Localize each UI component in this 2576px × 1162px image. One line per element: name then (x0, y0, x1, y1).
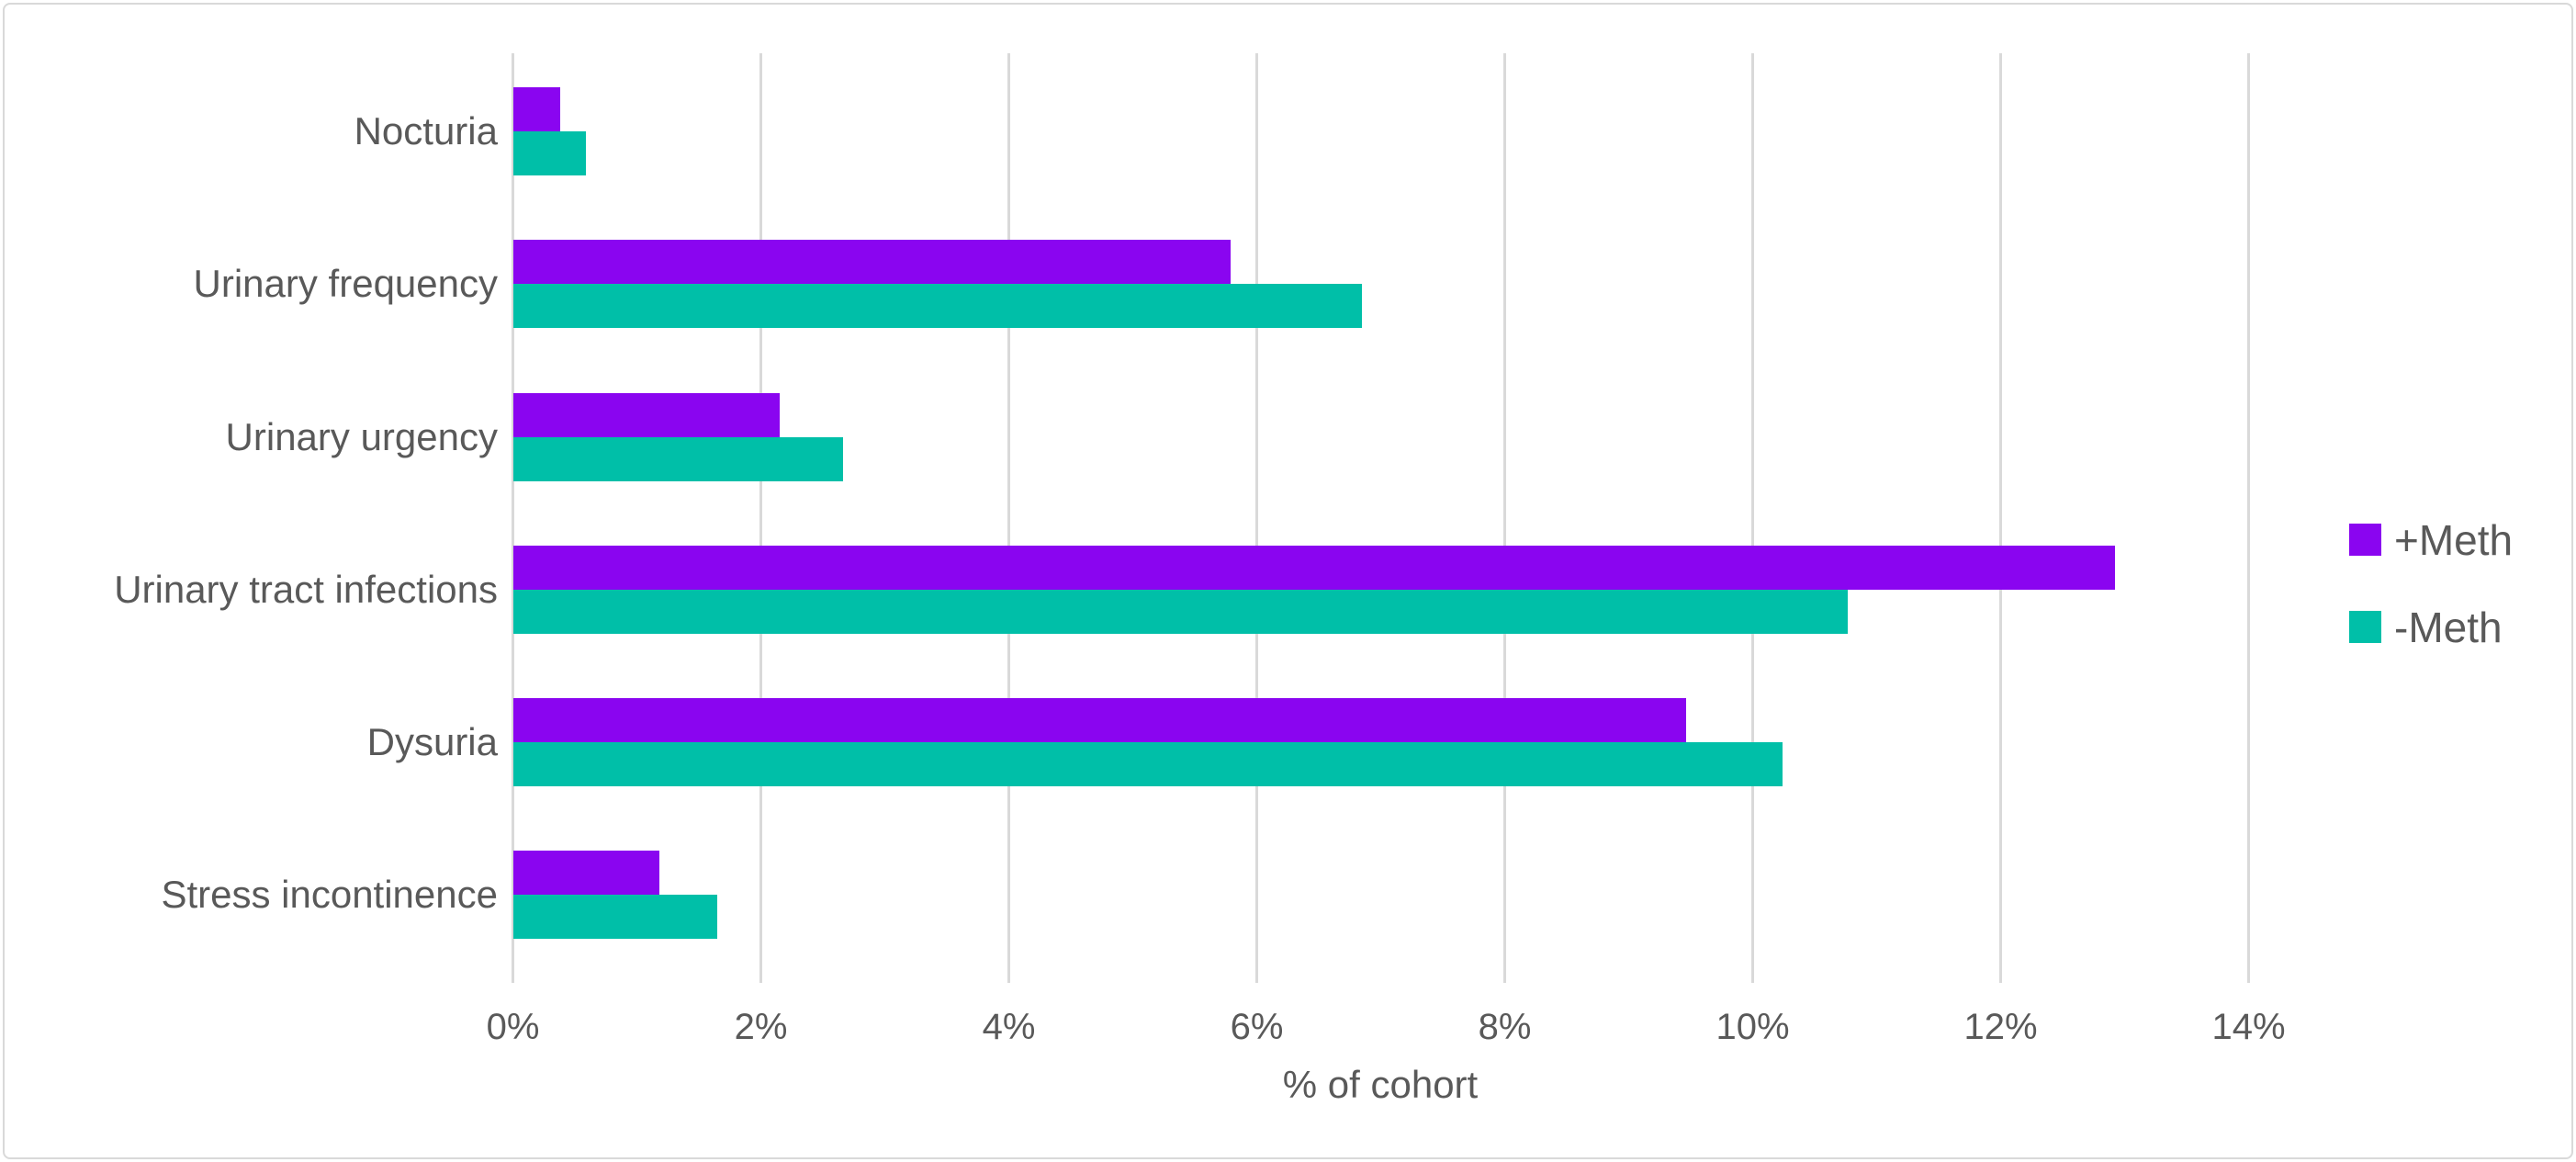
bar-meth-urinary-urgency (512, 392, 780, 437)
y-axis-line (512, 53, 514, 983)
gridline-2pct (759, 53, 762, 983)
legend-swatch-meth (2349, 611, 2381, 643)
x-tick-label-12pct: 12% (1963, 1007, 2038, 1047)
chart-frame: 0% 2% 4% 6% 8% 10% 12% 14% Nocturia Urinary frequ… (3, 3, 2573, 1159)
x-tick-label-6pct: 6% (1230, 1007, 1284, 1047)
gridline-8pct (1503, 53, 1506, 983)
bar-meth-nocturia (512, 131, 587, 176)
gridline-4pct (1007, 53, 1010, 983)
legend: +Meth -Meth (2349, 515, 2514, 651)
gridline-14pct (2247, 53, 2250, 983)
bar-meth-urinary-frequency (512, 284, 1363, 329)
x-tick-label-8pct: 8% (1478, 1007, 1532, 1047)
bar-meth-dysuria (512, 697, 1686, 742)
bar-meth-dysuria (512, 741, 1783, 786)
x-axis-title: % of cohort (1282, 1063, 1479, 1106)
bar-meth-urinary-tract-infections (512, 589, 1849, 634)
legend-swatch-meth (2349, 524, 2381, 556)
category-label-dysuria: Dysuria (366, 719, 498, 763)
bar-meth-urinary-urgency (512, 436, 843, 481)
bar-meth-nocturia (512, 87, 560, 132)
legend-label-meth: +Meth (2394, 515, 2514, 564)
bar-meth-stress-incontinence (512, 851, 659, 896)
category-label-stress-incontinence: Stress incontinence (161, 873, 498, 917)
gridline-6pct (1255, 53, 1258, 983)
legend-item-meth: -Meth (2349, 603, 2513, 651)
plot-area: 0% 2% 4% 6% 8% 10% 12% 14% Nocturia Urinary frequ… (5, 5, 2571, 1157)
legend-item-meth: +Meth (2349, 515, 2514, 564)
legend-label-meth: -Meth (2394, 603, 2503, 651)
x-tick-label-4pct: 4% (982, 1007, 1036, 1047)
gridline-12pct (1999, 53, 2002, 983)
category-label-urinary-frequency: Urinary frequency (193, 262, 498, 306)
bar-meth-stress-incontinence (512, 895, 718, 940)
x-tick-label-14pct: 14% (2211, 1007, 2286, 1047)
category-label-urinary-urgency: Urinary urgency (225, 414, 498, 458)
category-label-urinary-tract-infections: Urinary tract infections (114, 567, 498, 611)
x-tick-label-2pct: 2% (734, 1007, 788, 1047)
gridline-10pct (1751, 53, 1754, 983)
x-tick-label-0pct: 0% (486, 1007, 540, 1047)
category-label-nocturia: Nocturia (354, 109, 498, 153)
x-tick-label-10pct: 10% (1715, 1007, 1790, 1047)
bar-meth-urinary-tract-infections (512, 545, 2115, 590)
bar-meth-urinary-frequency (512, 240, 1232, 285)
